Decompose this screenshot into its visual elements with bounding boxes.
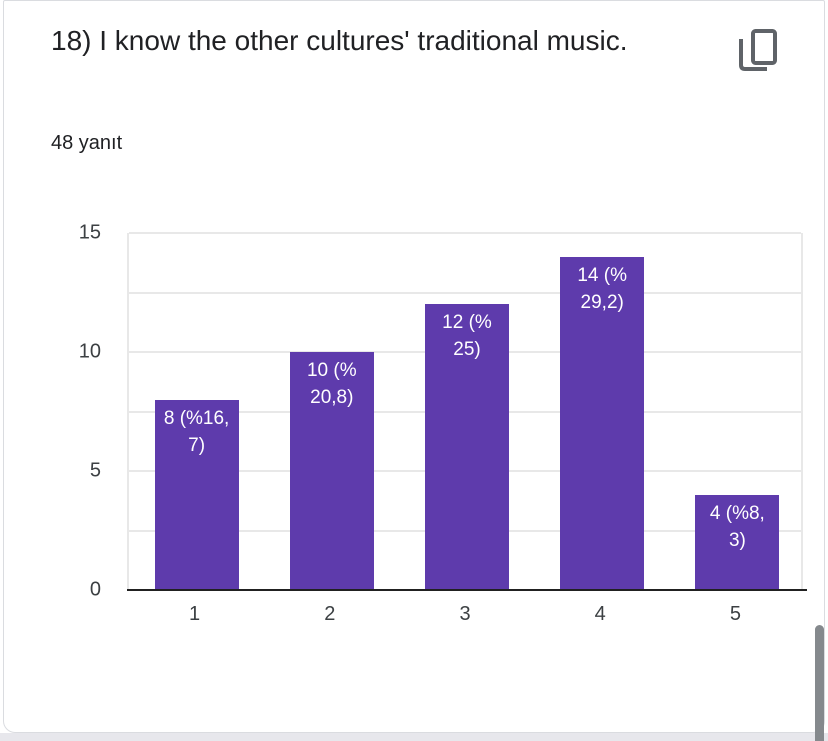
bar-4: 14 (% 29,2) bbox=[560, 256, 645, 590]
bar-value-label: 4 (%8, 3) bbox=[709, 502, 765, 551]
gridline bbox=[129, 232, 801, 234]
response-card: 18) I know the other cultures' tradition… bbox=[3, 0, 825, 733]
bar-value-label: 8 (%16, 7) bbox=[163, 407, 230, 456]
scrollbar-thumb[interactable] bbox=[815, 625, 824, 741]
bar-2: 10 (% 20,8) bbox=[289, 352, 374, 590]
plot-area: 8 (%16, 7) 10 (% 20,8) 12 (% 25) 14 (% 29,2… bbox=[127, 232, 803, 590]
bar-5: 4 (%8, 3) bbox=[695, 494, 780, 590]
x-axis-line bbox=[127, 589, 807, 591]
x-tick-label: 1 bbox=[189, 603, 201, 625]
x-tick-label: 5 bbox=[729, 603, 741, 625]
y-tick-label: 10 bbox=[78, 340, 101, 363]
copy-icon bbox=[736, 28, 778, 77]
x-tick-label: 2 bbox=[324, 603, 336, 625]
bar-1: 8 (%16, 7) bbox=[154, 399, 239, 590]
bar-value-label: 12 (% 25) bbox=[442, 312, 492, 361]
bar-3: 12 (% 25) bbox=[425, 304, 509, 590]
response-count: 48 yanıt bbox=[51, 132, 123, 154]
bar-value-label: 10 (% 20,8) bbox=[306, 360, 357, 408]
y-tick-label: 0 bbox=[89, 578, 101, 601]
x-tick-label: 4 bbox=[594, 603, 606, 625]
y-tick-label: 15 bbox=[78, 221, 101, 244]
copy-button[interactable] bbox=[732, 25, 782, 79]
x-tick-label: 3 bbox=[459, 603, 471, 625]
question-title: 18) I know the other cultures' tradition… bbox=[51, 25, 628, 56]
bar-value-label: 14 (% 29,2) bbox=[577, 264, 627, 313]
gridline bbox=[129, 291, 801, 294]
y-tick-label: 5 bbox=[89, 459, 101, 482]
page-bottom-strip bbox=[0, 733, 828, 741]
